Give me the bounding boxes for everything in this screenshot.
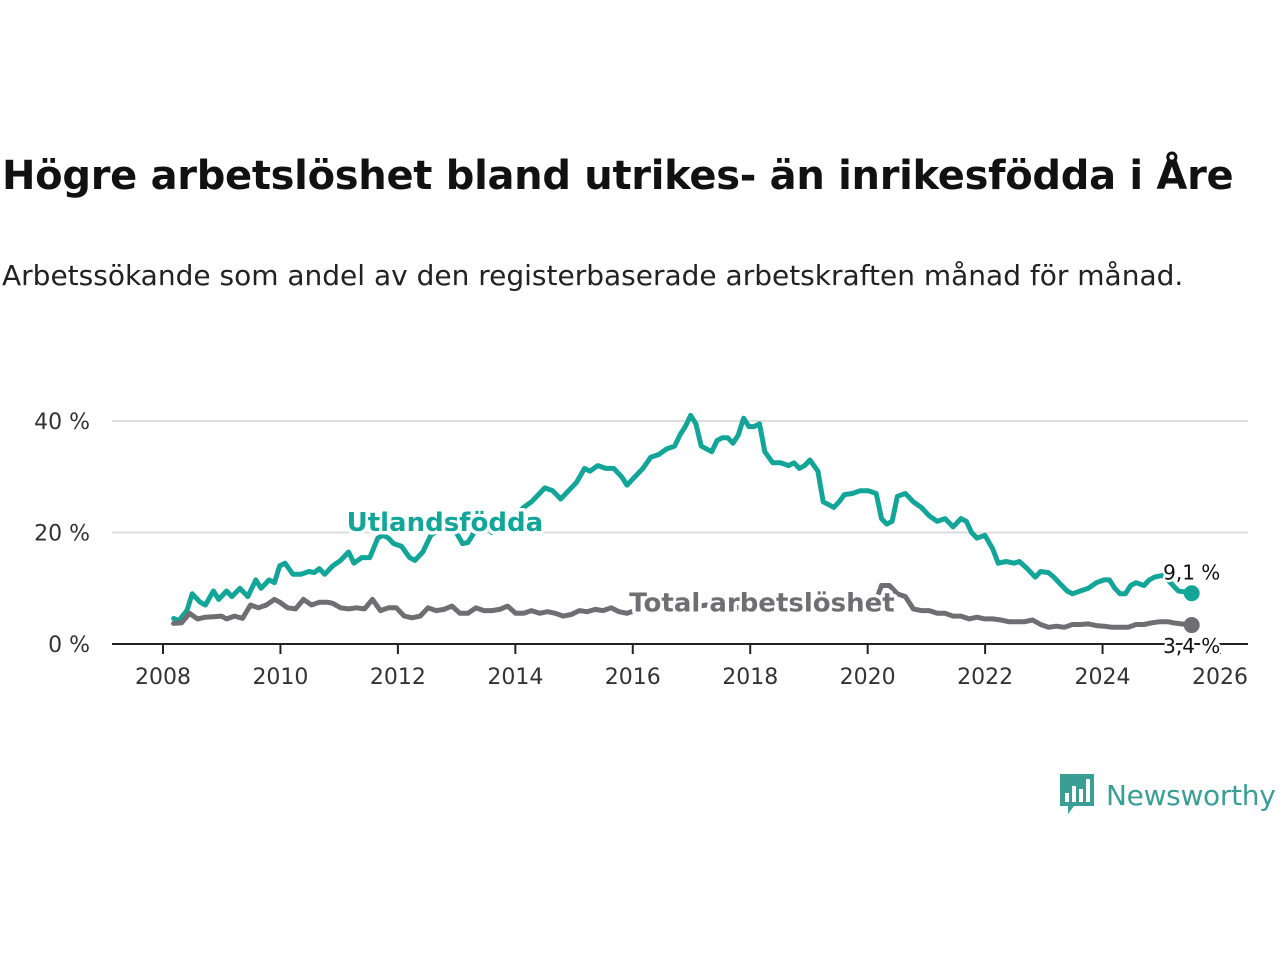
x-tick-label: 2022	[957, 665, 1013, 690]
newsworthy-logo-icon	[1060, 774, 1094, 814]
series-line-utlandsfodda	[171, 412, 1195, 624]
x-tick-label: 2026	[1192, 665, 1248, 690]
brand: Newsworthy	[1058, 772, 1276, 818]
x-tick-label: 2010	[252, 665, 308, 690]
series-lines	[171, 412, 1200, 634]
y-tick-label: 0 %	[48, 633, 90, 658]
x-tick-label: 2020	[840, 665, 896, 690]
series-labels: 9,1 % 3,4 % Utlandsfödda Total arbetslöshet	[343, 504, 1223, 660]
series-end-label: 9,1 %	[1163, 560, 1220, 584]
series-end-dot	[1183, 617, 1200, 634]
x-tick-label: 2012	[370, 665, 426, 690]
line-chart: 0 % 20 % 40 % 2008 2010 2012 2014 2016 2018 2020 2…	[34, 410, 1248, 690]
x-tick-label: 2024	[1075, 665, 1131, 690]
y-tick-label: 40 %	[34, 410, 90, 435]
series-label-total: Total arbetslöshet	[629, 589, 894, 619]
brand-name: Newsworthy	[1106, 778, 1276, 812]
series-end-label: 3,4 %	[1163, 634, 1220, 658]
x-tick-label: 2016	[605, 665, 661, 690]
x-tick-label: 2014	[487, 665, 543, 690]
x-tick-label: 2008	[135, 665, 191, 690]
y-tick-label: 20 %	[34, 522, 90, 547]
x-tick-label: 2018	[722, 665, 778, 690]
series-line-total	[171, 583, 1195, 630]
series-end-dot	[1183, 585, 1200, 602]
series-label-utlandsfodda: Utlandsfödda	[347, 508, 544, 538]
axes: 0 % 20 % 40 % 2008 2010 2012 2014 2016 2018 2020 2…	[34, 410, 1248, 690]
chart-title: Högre arbetslöshet bland utrikes- än inr…	[2, 153, 1234, 199]
gridlines	[112, 420, 1248, 534]
chart-subtitle: Arbetssökande som andel av den registerb…	[2, 259, 1184, 292]
